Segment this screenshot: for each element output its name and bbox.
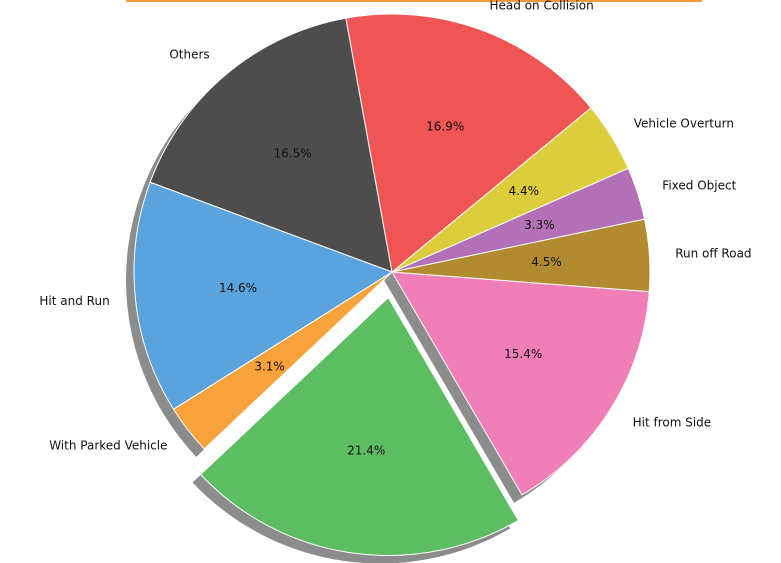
slice-hit-from-back bbox=[199, 296, 520, 557]
slice-hit-and-run bbox=[133, 181, 394, 410]
pct-label-hit-from-back: 21.4% bbox=[347, 444, 385, 458]
pct-label-others: 16.5% bbox=[274, 146, 312, 160]
pct-label-hit-from-side: 15.4% bbox=[504, 347, 542, 361]
category-label-run-off-road: Run off Road bbox=[675, 247, 751, 261]
top-accent-bar bbox=[126, 0, 702, 2]
category-label-vehicle-overturn: Vehicle Overturn bbox=[634, 116, 734, 130]
pct-label-with-parked-vehicle: 3.1% bbox=[254, 360, 285, 374]
category-labels: Others Hit and Run With Parked Vehicle Hit … bbox=[39, 0, 751, 453]
category-label-head-on-collision: Head on Collision bbox=[490, 0, 594, 13]
pct-label-vehicle-overturn: 4.4% bbox=[509, 184, 540, 198]
slices bbox=[133, 13, 651, 557]
slice-others bbox=[149, 17, 393, 273]
percentage-labels: 16.5% 14.6% 3.1% 21.4% 15.4% 4.5% 3.3% 4.4% 16.9… bbox=[219, 120, 562, 458]
slice-with-parked-vehicle bbox=[172, 271, 393, 450]
category-label-fixed-object: Fixed Object bbox=[662, 178, 736, 192]
slice-head-on-collision bbox=[345, 13, 592, 273]
pct-label-hit-and-run: 14.6% bbox=[219, 281, 257, 295]
category-label-others: Others bbox=[169, 48, 209, 62]
pct-label-head-on-collision: 16.9% bbox=[426, 120, 464, 134]
slice-hit-from-side bbox=[391, 271, 650, 496]
category-label-hit-from-side: Hit from Side bbox=[633, 416, 712, 430]
pct-label-fixed-object: 3.3% bbox=[524, 218, 555, 232]
category-label-hit-and-run: Hit and Run bbox=[39, 294, 109, 308]
category-label-with-parked-vehicle: With Parked Vehicle bbox=[49, 439, 167, 453]
pct-label-run-off-road: 4.5% bbox=[531, 255, 562, 269]
